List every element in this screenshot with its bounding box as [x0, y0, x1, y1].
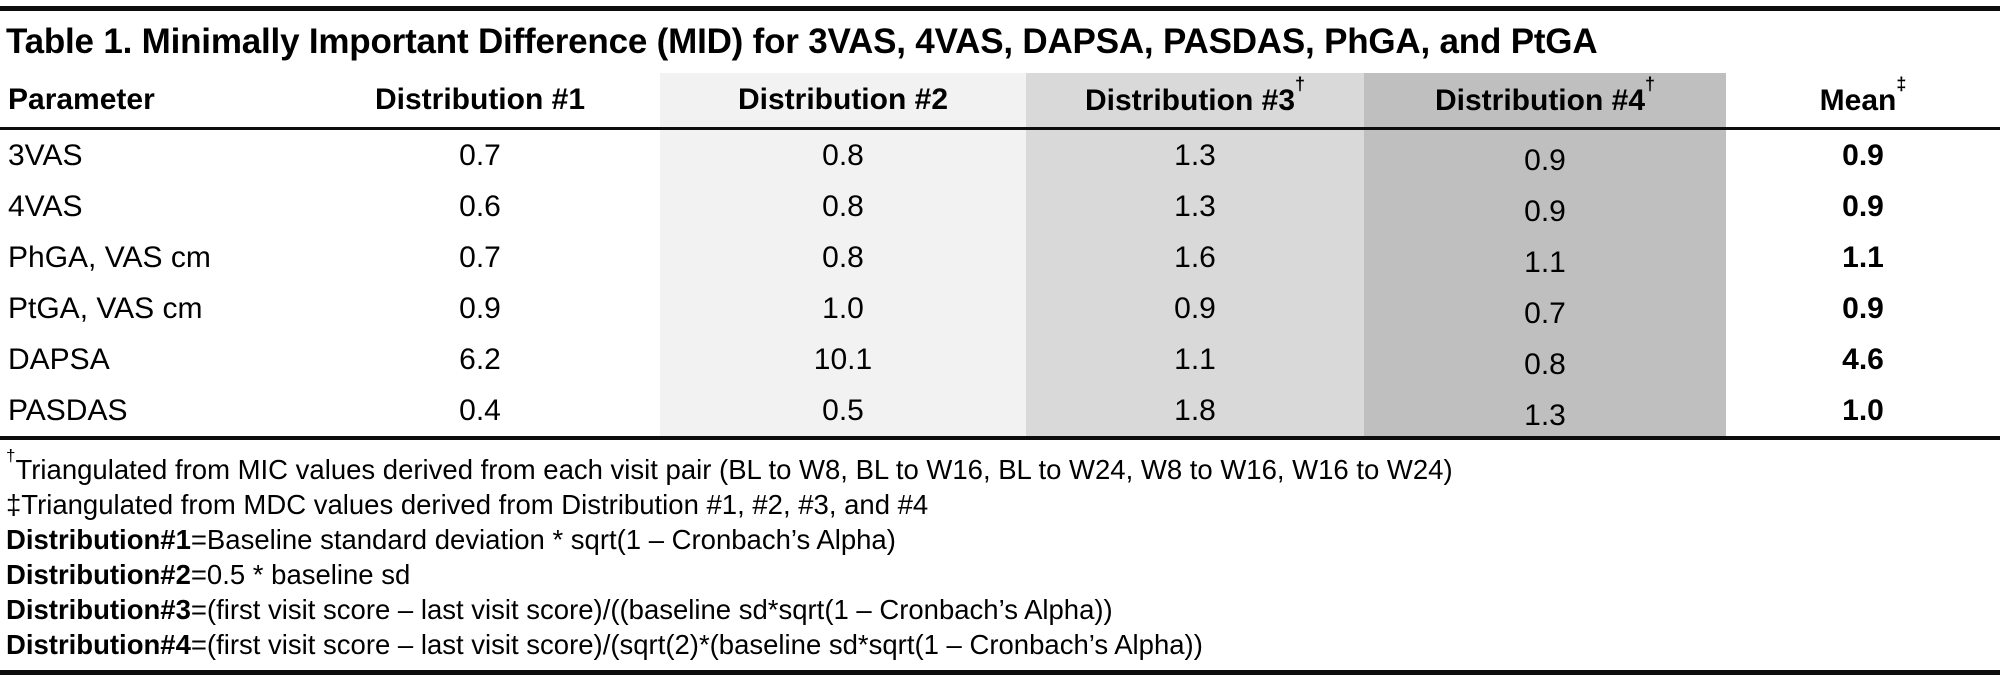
dagger-superscript: †	[1295, 73, 1306, 94]
cell-d4-value: 0.7	[1524, 296, 1566, 330]
cell-d1: 0.9	[459, 291, 501, 325]
cell-parameter: PASDAS	[8, 393, 128, 427]
footnote-bold-prefix: Distribution#2	[6, 559, 191, 591]
header-parameter: Parameter	[0, 73, 300, 129]
cell-parameter: 3VAS	[8, 138, 83, 172]
cell-parameter: PtGA, VAS cm	[8, 291, 203, 325]
bottom-border-rule	[0, 670, 2000, 676]
table-title-text: Table 1. Minimally Important Difference …	[6, 22, 1598, 61]
cell-mean: 0.9	[1842, 189, 1884, 223]
cell-d1: 0.6	[459, 189, 501, 223]
cell-d1: 0.4	[459, 393, 501, 427]
footnotes-block: †Triangulated from MIC values derived fr…	[0, 440, 2000, 670]
cell-d2: 0.8	[660, 232, 1026, 283]
footnote-text: Triangulated from MIC values derived fro…	[15, 454, 1453, 486]
table-row-dapsa: DAPSA 6.2 10.1 1.1 0.8 4.6	[0, 334, 2000, 385]
footnote-distribution-3: Distribution#3=(first visit score – last…	[6, 592, 2000, 627]
cell-mean: 1.0	[1842, 393, 1884, 427]
table-row-4vas: 4VAS 0.6 0.8 1.3 0.9 0.9	[0, 181, 2000, 232]
footnote-text: =(first visit score – last visit score)/…	[190, 594, 1113, 626]
cell-d4-value: 0.9	[1524, 194, 1566, 228]
cell-mean: 1.1	[1842, 240, 1884, 274]
table-row-phga: PhGA, VAS cm 0.7 0.8 1.6 1.1 1.1	[0, 232, 2000, 283]
header-label: Distribution #4	[1434, 83, 1645, 117]
cell-d3: 1.3	[1026, 128, 1364, 181]
footnote-bold-prefix: Distribution#3	[6, 594, 191, 626]
cell-parameter: PhGA, VAS cm	[8, 240, 211, 274]
table-body: 3VAS 0.7 0.8 1.3 0.9 0.9 4VAS 0.6 0.8 1.…	[0, 128, 2000, 438]
cell-d3: 1.8	[1026, 385, 1364, 438]
cell-d4: 1.1	[1364, 232, 1726, 283]
cell-d4-value: 0.8	[1524, 347, 1566, 381]
cell-mean: 0.9	[1842, 138, 1884, 172]
header-label: Parameter	[8, 83, 155, 116]
cell-d1: 0.7	[459, 138, 501, 172]
header-distribution-4: Distribution #4†	[1364, 73, 1726, 129]
cell-d2: 0.8	[660, 181, 1026, 232]
footnote-distribution-2: Distribution#2=0.5 * baseline sd	[6, 557, 2000, 592]
footnote-bold-prefix: Distribution#1	[6, 524, 191, 556]
footnote-distribution-1: Distribution#1=Baseline standard deviati…	[6, 522, 2000, 557]
dagger-mark: †	[6, 446, 16, 466]
header-mean: Mean‡	[1726, 73, 2000, 129]
footnote-bold-prefix: Distribution#4	[6, 629, 191, 661]
table-row-3vas: 3VAS 0.7 0.8 1.3 0.9 0.9	[0, 128, 2000, 181]
cell-d4-value: 1.1	[1524, 245, 1566, 279]
table-title: Table 1. Minimally Important Difference …	[0, 11, 2000, 73]
cell-d4-value: 1.3	[1524, 398, 1566, 432]
header-row: Parameter Distribution #1 Distribution #…	[0, 73, 2000, 129]
cell-d1: 0.7	[459, 240, 501, 274]
cell-d1: 6.2	[459, 342, 501, 376]
cell-d2: 1.0	[660, 283, 1026, 334]
table-row-pasdas: PASDAS 0.4 0.5 1.8 1.3 1.0	[0, 385, 2000, 438]
cell-d3: 0.9	[1026, 283, 1364, 334]
table-header: Parameter Distribution #1 Distribution #…	[0, 73, 2000, 129]
cell-d3: 1.3	[1026, 181, 1364, 232]
double-dagger-superscript: ‡	[1896, 73, 1907, 94]
cell-d2: 10.1	[660, 334, 1026, 385]
cell-parameter: DAPSA	[8, 342, 110, 376]
cell-d3: 1.6	[1026, 232, 1364, 283]
header-distribution-2: Distribution #2	[660, 73, 1026, 129]
cell-d4: 0.9	[1364, 128, 1726, 181]
cell-d3: 1.1	[1026, 334, 1364, 385]
cell-d4: 0.9	[1364, 181, 1726, 232]
cell-d2: 0.8	[660, 128, 1026, 181]
dagger-superscript: †	[1645, 73, 1656, 94]
header-distribution-3: Distribution #3†	[1026, 73, 1364, 129]
header-label: Mean	[1819, 83, 1897, 117]
cell-parameter: 4VAS	[8, 189, 83, 223]
cell-mean: 0.9	[1842, 291, 1884, 325]
header-distribution-1: Distribution #1	[300, 73, 660, 129]
footnote-text: =(first visit score – last visit score)/…	[190, 629, 1203, 661]
footnote-text: =Baseline standard deviation * sqrt(1 – …	[190, 524, 896, 556]
cell-d4-value: 0.9	[1524, 143, 1566, 177]
header-label: Distribution #1	[374, 83, 585, 116]
cell-d4: 0.8	[1364, 334, 1726, 385]
header-label: Distribution #2	[737, 83, 948, 116]
table-row-ptga: PtGA, VAS cm 0.9 1.0 0.9 0.7 0.9	[0, 283, 2000, 334]
header-label: Distribution #3	[1084, 83, 1295, 117]
cell-d4: 1.3	[1364, 385, 1726, 438]
footnote-double-dagger: ‡Triangulated from MDC values derived fr…	[6, 487, 2000, 522]
cell-d2: 0.5	[660, 385, 1026, 438]
cell-mean: 4.6	[1842, 342, 1884, 376]
footnote-text: =0.5 * baseline sd	[190, 559, 411, 591]
mid-table: Parameter Distribution #1 Distribution #…	[0, 73, 2000, 440]
top-border-rule	[0, 6, 2000, 11]
footnote-dagger: †Triangulated from MIC values derived fr…	[6, 446, 2000, 487]
footnote-distribution-4: Distribution#4=(first visit score – last…	[6, 627, 2000, 662]
cell-d4: 0.7	[1364, 283, 1726, 334]
footnote-text: ‡Triangulated from MDC values derived fr…	[6, 489, 929, 521]
